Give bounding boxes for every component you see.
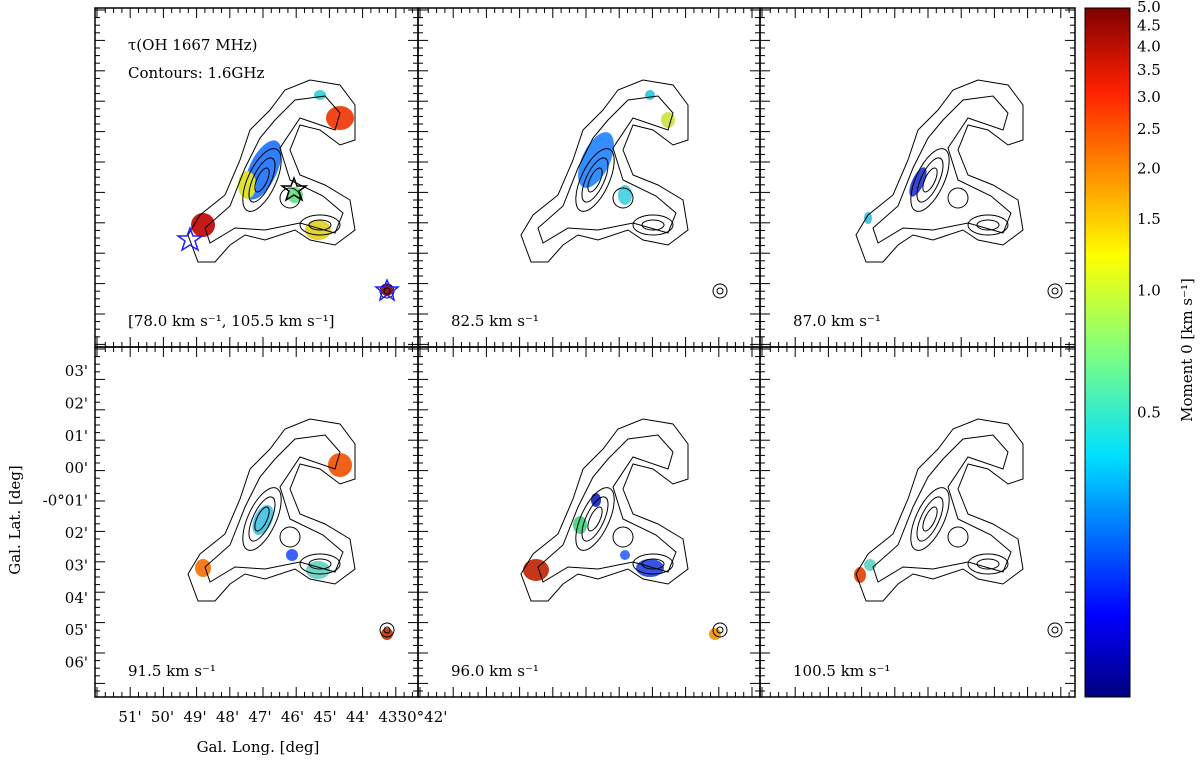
x-tick-label: 45' <box>313 708 336 726</box>
colorbar-tick-label: 2.0 <box>1137 159 1161 177</box>
y-tick-label: 05' <box>65 621 88 639</box>
colorbar-label: Moment 0 [km s⁻¹] <box>1178 278 1196 422</box>
y-tick-label: 06' <box>65 654 88 672</box>
x-tick-label: 49' <box>183 708 206 726</box>
x-tick-label: 46' <box>281 708 304 726</box>
panel-label: [78.0 km s⁻¹, 105.5 km s⁻¹] <box>128 312 335 330</box>
colorbar-tick-label: 4.5 <box>1137 17 1161 35</box>
colorbar-tick-label: 1.0 <box>1137 281 1161 299</box>
y-tick-label: 03' <box>65 362 88 380</box>
panel-label: 87.0 km s⁻¹ <box>793 312 881 330</box>
y-tick-label: 03' <box>65 556 88 574</box>
panel-frame <box>759 346 1076 698</box>
panel-label: 96.0 km s⁻¹ <box>451 662 539 680</box>
panel-label: Contours: 1.6GHz <box>128 64 264 82</box>
y-tick-label: 01' <box>65 427 88 445</box>
y-tick-label: 00' <box>65 459 88 477</box>
star-markers <box>175 175 401 302</box>
panel-frames <box>94 7 1076 698</box>
colorbar-tick-label: 0.5 <box>1137 404 1161 422</box>
panel-label: 100.5 km s⁻¹ <box>793 662 890 680</box>
x-tick-label: 47' <box>248 708 271 726</box>
x-tick-label: 50' <box>151 708 174 726</box>
panel-label: τ(OH 1667 MHz) <box>128 36 257 54</box>
y-axis-label: Gal. Lat. [deg] <box>6 465 24 575</box>
x-tick-label: 30°42' <box>398 708 448 726</box>
panel-label: 82.5 km s⁻¹ <box>451 312 539 330</box>
colorbar <box>1084 7 1131 698</box>
y-tick-label: 02' <box>65 524 88 542</box>
x-axis-label: Gal. Long. [deg] <box>197 738 320 756</box>
y-tick-label: 02' <box>65 394 88 412</box>
colorbar-tick-label: 5.0 <box>1137 0 1161 16</box>
x-tick-label: 51' <box>118 708 141 726</box>
colorbar-tick-label: 3.0 <box>1137 88 1161 106</box>
x-tick-label: 44' <box>346 708 369 726</box>
x-tick-label: 43' <box>378 708 401 726</box>
y-tick-label: 04' <box>65 589 88 607</box>
colorbar-tick-label: 1.5 <box>1137 210 1161 228</box>
colorbar-tick-label: 3.5 <box>1137 61 1161 79</box>
labels: τ(OH 1667 MHz) Contours: 1.6GHz [78.0 km s… <box>6 0 1196 756</box>
colorbar-tick-label: 2.5 <box>1137 120 1161 138</box>
map-emission <box>191 90 927 640</box>
panel-label: 91.5 km s⁻¹ <box>128 662 216 680</box>
y-tick-label: -0°01' <box>43 492 88 510</box>
colorbar-tick-label: 4.0 <box>1137 37 1161 55</box>
x-tick-label: 48' <box>216 708 239 726</box>
